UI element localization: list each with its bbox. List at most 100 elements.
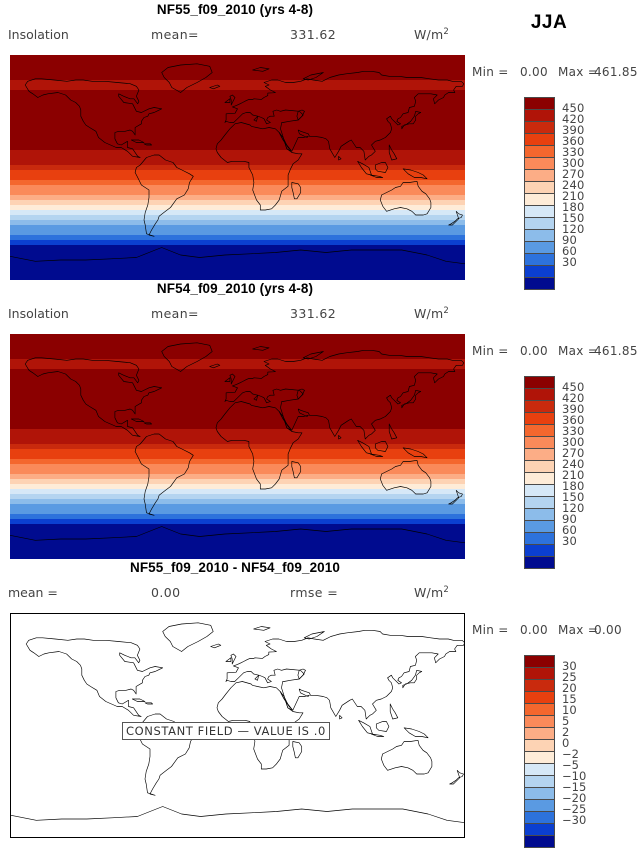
latitude-band [10, 474, 465, 480]
latitude-band [10, 399, 465, 405]
latitude-band [10, 504, 465, 510]
colorbar-tick: 330 [562, 423, 585, 438]
colorbar-tick: 420 [562, 111, 585, 126]
latitude-band [10, 260, 465, 266]
colorbar-tick: 240 [562, 177, 585, 192]
latitude-band [10, 240, 465, 246]
colorbar-swatch [525, 521, 554, 533]
latitude-band [10, 225, 465, 231]
latitude-band [10, 75, 465, 81]
colorbar-swatch [525, 692, 554, 704]
panel-side: Min = 0.00 Max = 0.00 30 25 20 15 10 5 2 0 −2 −5−… [470, 558, 644, 848]
diff-mean-label: mean = [8, 585, 58, 600]
colorbar-tick: 330 [562, 144, 585, 159]
min-label: Min = [472, 623, 509, 637]
max-value: 0.00 [594, 623, 622, 637]
insolation-bands [10, 55, 465, 280]
colorbar-tick: 390 [562, 122, 585, 137]
latitude-band [10, 454, 465, 460]
colorbar-swatch [525, 836, 554, 847]
colorbar-swatch [525, 788, 554, 800]
latitude-band [10, 250, 465, 256]
colorbar-tick: −15 [562, 779, 587, 794]
colorbar-tick: 390 [562, 401, 585, 416]
latitude-band [10, 275, 465, 280]
colorbar-swatch [525, 230, 554, 242]
latitude-band [10, 205, 465, 211]
colorbar-swatch [525, 716, 554, 728]
latitude-band [10, 489, 465, 495]
colorbar-tick: 120 [562, 500, 585, 515]
panel-subheader: mean = 0.00 rmse = W/m2 [0, 585, 470, 603]
colorbar-swatch [525, 170, 554, 182]
latitude-band [10, 150, 465, 156]
latitude-band [10, 170, 465, 176]
colorbar-tick: −30 [562, 812, 587, 827]
latitude-band [10, 424, 465, 430]
max-value: 461.85 [594, 344, 638, 358]
colorbar-tick: 120 [562, 221, 585, 236]
latitude-band [10, 85, 465, 91]
latitude-band [10, 439, 465, 445]
latitude-band [10, 449, 465, 455]
latitude-band [10, 230, 465, 236]
colorbar-tick: 420 [562, 390, 585, 405]
constant-field-annotation: CONSTANT FIELD — VALUE IS .0 [122, 722, 330, 740]
colorbar-tick: 360 [562, 133, 585, 148]
mean-value: 331.62 [290, 306, 337, 321]
colorbar-tick: 15 [562, 691, 577, 706]
latitude-band [10, 60, 465, 66]
colorbar-swatch [525, 254, 554, 266]
panel-subheader: Insolation mean= 331.62 W/m2 [0, 306, 470, 324]
latitude-band [10, 140, 465, 146]
latitude-band [10, 255, 465, 261]
latitude-band [10, 384, 465, 390]
colorbar-tick: 5 [562, 713, 570, 728]
colorbar-tick: 360 [562, 412, 585, 427]
latitude-band [10, 394, 465, 400]
latitude-band [10, 354, 465, 360]
colorbar-swatches [524, 97, 555, 290]
world-map-filled [10, 334, 465, 559]
latitude-band [10, 539, 465, 545]
latitude-band [10, 210, 465, 216]
latitude-band [10, 95, 465, 101]
colorbar-tick: 240 [562, 456, 585, 471]
colorbar-swatch [525, 158, 554, 170]
colorbar-swatch [525, 218, 554, 230]
max-label: Max = [558, 65, 599, 79]
latitude-band [10, 519, 465, 525]
colorbar-swatch [525, 389, 554, 401]
latitude-band [10, 145, 465, 151]
colorbar-swatch [525, 473, 554, 485]
units-label: W/m2 [414, 306, 449, 322]
latitude-band [10, 549, 465, 555]
min-label: Min = [472, 344, 509, 358]
min-value: 0.00 [520, 65, 548, 79]
latitude-band [10, 165, 465, 171]
latitude-band [10, 349, 465, 355]
latitude-band [10, 105, 465, 111]
colorbar-tick: 30 [562, 254, 578, 269]
panel-title: NF55_f09_2010 (yrs 4-8) [156, 2, 314, 17]
latitude-band [10, 524, 465, 530]
colorbar-tick: 300 [562, 434, 585, 449]
latitude-band [10, 70, 465, 76]
colorbar-tick: 60 [562, 522, 578, 537]
colorbar-tick: 180 [562, 478, 585, 493]
latitude-band [10, 185, 465, 191]
latitude-band [10, 514, 465, 520]
field-name: Insolation [8, 27, 69, 42]
colorbar-tick: 210 [562, 467, 585, 482]
coastline-overlay [10, 55, 465, 280]
colorbar-tick: 30 [562, 533, 578, 548]
colorbar-tick: −20 [562, 790, 587, 805]
mean-value: 331.62 [290, 27, 337, 42]
colorbar-swatches [524, 376, 555, 569]
latitude-band [10, 534, 465, 540]
units-label: W/m2 [414, 585, 449, 601]
colorbar-tick: 270 [562, 166, 585, 181]
colorbar-swatch [525, 461, 554, 473]
colorbar-swatch [525, 146, 554, 158]
latitude-band [10, 110, 465, 116]
